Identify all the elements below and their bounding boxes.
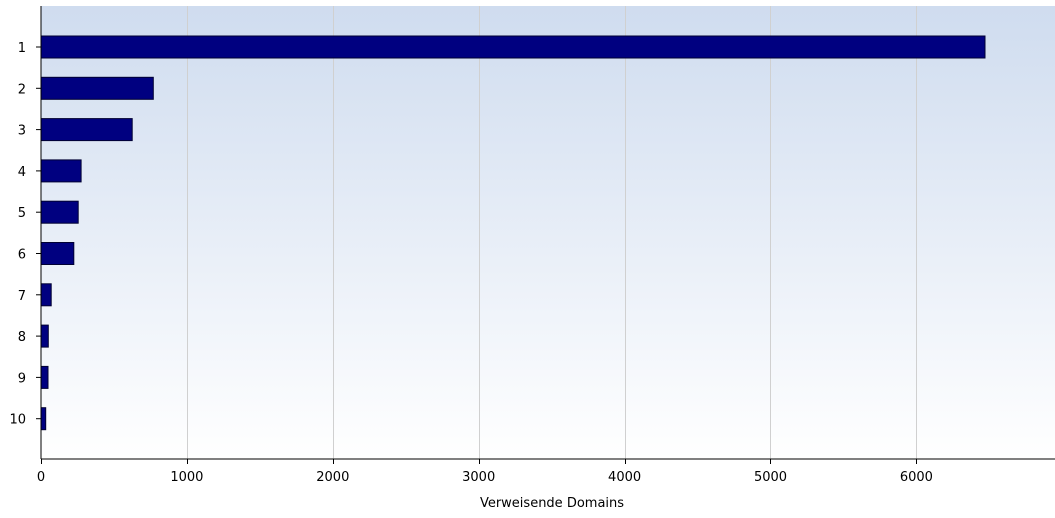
bar-6 (40, 242, 75, 265)
grid-lines (187, 6, 917, 459)
y-tick-label: 7 (18, 289, 26, 304)
bar-9 (40, 365, 49, 389)
x-tick-label: 3000 (462, 470, 495, 485)
y-tick-label: 4 (18, 165, 26, 180)
bar-3 (40, 118, 133, 142)
x-tick-label: 0 (37, 470, 45, 485)
bar-7 (40, 283, 52, 307)
x-tick-label: 4000 (608, 470, 641, 485)
bar-10 (40, 407, 47, 431)
y-tick-label: 6 (18, 248, 26, 263)
x-tick-label: 6000 (900, 470, 933, 485)
x-tick-label: 2000 (316, 470, 349, 485)
y-tick-label: 10 (9, 413, 26, 428)
bar-5 (40, 200, 79, 224)
plot-background (41, 6, 1055, 459)
y-tick-label: 3 (18, 124, 26, 139)
y-tick-label: 1 (18, 41, 26, 56)
y-tick-label: 5 (18, 206, 26, 221)
bar-8 (40, 324, 49, 348)
bar-1 (40, 35, 986, 59)
y-tick-labels: 1 2 3 4 5 6 7 8 9 10 (9, 41, 41, 428)
x-tick-label: 5000 (754, 470, 787, 485)
y-tick-label: 2 (18, 82, 26, 97)
bar-2 (40, 76, 154, 100)
x-axis-label: Verweisende Domains (480, 496, 624, 511)
x-tick-label: 1000 (170, 470, 203, 485)
bar-4 (40, 159, 82, 183)
y-tick-label: 9 (18, 371, 26, 386)
x-tick-labels: 0 1000 2000 3000 4000 5000 6000 (37, 459, 933, 485)
y-tick-label: 8 (18, 330, 26, 345)
